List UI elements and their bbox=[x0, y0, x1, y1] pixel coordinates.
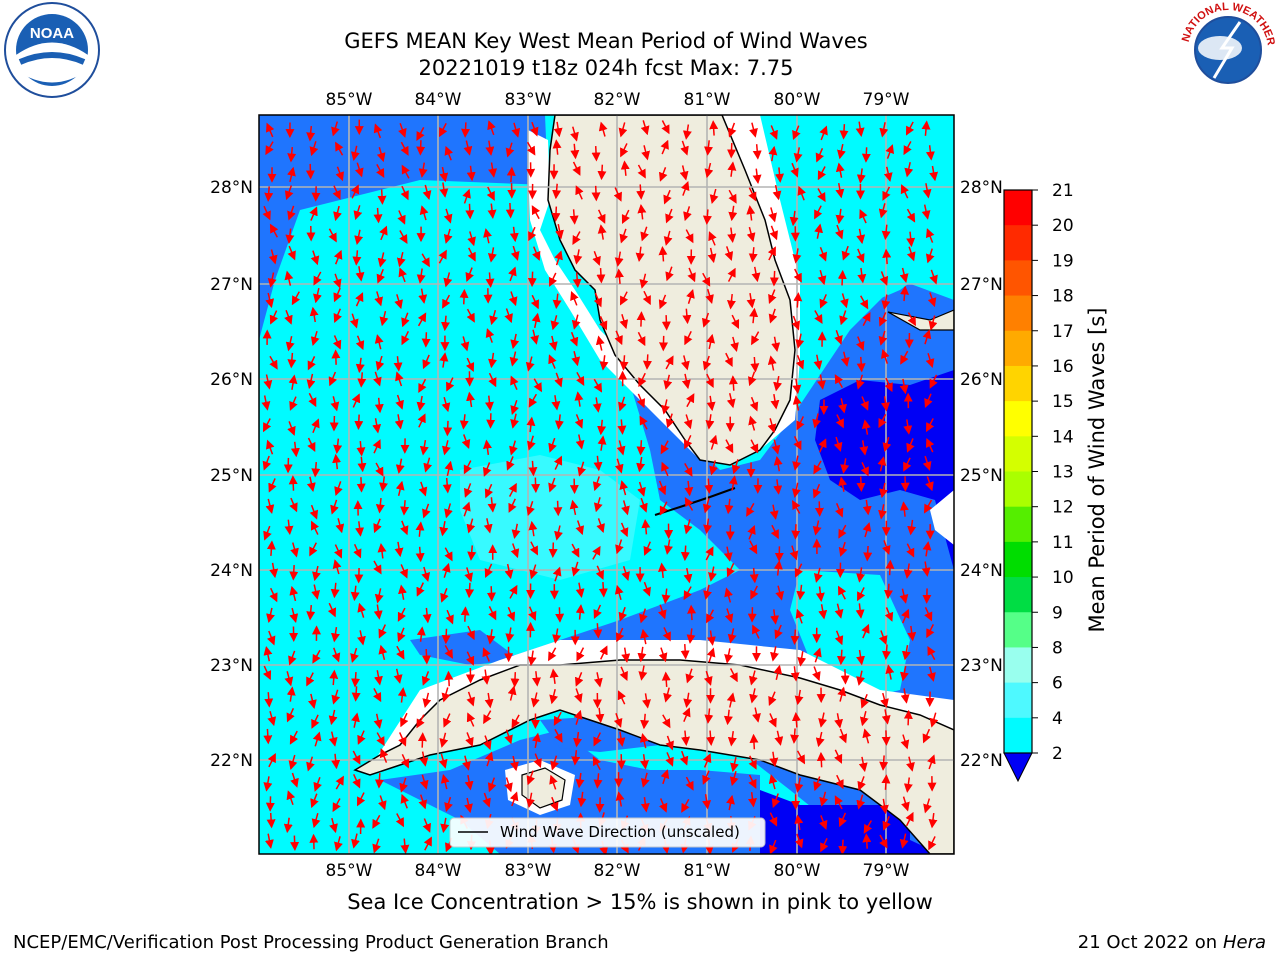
colorbar-swatch bbox=[1004, 542, 1032, 578]
footer-host: Hera bbox=[1223, 932, 1266, 953]
colorbar-swatch bbox=[1004, 331, 1032, 367]
colorbar-tick-label: 13 bbox=[1052, 463, 1074, 483]
colorbar-tick-label: 9 bbox=[1052, 603, 1063, 623]
noaa-logo: NOAA bbox=[5, 3, 99, 97]
colorbar-tick-label: 14 bbox=[1052, 427, 1074, 447]
colorbar-extend-arrow bbox=[1004, 753, 1032, 781]
lon-label-bottom: 84°W bbox=[415, 861, 462, 881]
lat-label-left: 26°N bbox=[210, 370, 253, 390]
lat-label-right: 27°N bbox=[960, 275, 1003, 295]
lat-label-left: 22°N bbox=[210, 751, 253, 771]
colorbar-tick-label: 17 bbox=[1052, 322, 1074, 342]
colorbar-tick-label: 10 bbox=[1052, 568, 1074, 588]
colorbar-tick-label: 6 bbox=[1052, 674, 1063, 694]
colorbar-swatch bbox=[1004, 401, 1032, 437]
lat-label-right: 24°N bbox=[960, 561, 1003, 581]
colorbar-swatch bbox=[1004, 225, 1032, 261]
colorbar-tick-label: 18 bbox=[1052, 287, 1074, 307]
colorbar-swatch bbox=[1004, 718, 1032, 754]
nws-logo: NATIONAL WEATHER SERVICE bbox=[0, 0, 1277, 97]
colorbar-swatch bbox=[1004, 577, 1032, 613]
lon-label-bottom: 85°W bbox=[326, 861, 373, 881]
colorbar-swatch bbox=[1004, 683, 1032, 719]
colorbar-tick-label: 19 bbox=[1052, 251, 1074, 271]
lon-label-bottom: 79°W bbox=[863, 861, 910, 881]
lon-label-bottom: 81°W bbox=[684, 861, 731, 881]
lat-label-right: 23°N bbox=[960, 656, 1003, 676]
footer-date: 21 Oct 2022 on Hera bbox=[1078, 932, 1266, 953]
colorbar-swatch bbox=[1004, 436, 1032, 472]
footer-branch: NCEP/EMC/Verification Post Processing Pr… bbox=[13, 932, 609, 953]
nws-logo-text: NATIONAL WEATHER SERVICE bbox=[0, 0, 1277, 49]
colorbar-tick-label: 16 bbox=[1052, 357, 1074, 377]
colorbar-tick-label: 21 bbox=[1052, 181, 1074, 201]
sea-ice-caption: Sea Ice Concentration > 15% is shown in … bbox=[0, 890, 1280, 914]
colorbar: 21 20 19 18 17 16 15 14 13 12 11 10 9 8 6 4 2 bbox=[1004, 181, 1074, 781]
noaa-logo-text: NOAA bbox=[30, 25, 74, 42]
lon-label-bottom: 83°W bbox=[505, 861, 552, 881]
lon-label-top: 84°W bbox=[415, 90, 462, 110]
lat-label-left: 27°N bbox=[210, 275, 253, 295]
colorbar-title: Mean Period of Wind Waves [s] bbox=[1085, 308, 1109, 633]
lat-label-right: 25°N bbox=[960, 466, 1003, 486]
lon-label-bottom: 80°W bbox=[774, 861, 821, 881]
lon-label-bottom: 82°W bbox=[594, 861, 641, 881]
colorbar-swatch bbox=[1004, 612, 1032, 648]
lat-label-left: 25°N bbox=[210, 466, 253, 486]
lon-label-top: 83°W bbox=[505, 90, 552, 110]
colorbar-tick-label: 11 bbox=[1052, 533, 1074, 553]
colorbar-tick-label: 12 bbox=[1052, 498, 1074, 518]
map-legend: Wind Wave Direction (unscaled) bbox=[450, 818, 765, 847]
lat-label-right: 28°N bbox=[960, 178, 1003, 198]
lon-label-top: 81°W bbox=[684, 90, 731, 110]
colorbar-tick-label: 15 bbox=[1052, 392, 1074, 412]
lon-label-top: 79°W bbox=[863, 90, 910, 110]
colorbar-swatch bbox=[1004, 366, 1032, 402]
lon-label-top: 85°W bbox=[326, 90, 373, 110]
lon-label-top: 82°W bbox=[594, 90, 641, 110]
colorbar-tick-label: 4 bbox=[1052, 709, 1063, 729]
colorbar-swatch bbox=[1004, 190, 1032, 226]
lat-label-left: 28°N bbox=[210, 178, 253, 198]
lat-label-left: 24°N bbox=[210, 561, 253, 581]
colorbar-swatch bbox=[1004, 507, 1032, 543]
colorbar-swatch bbox=[1004, 296, 1032, 332]
colorbar-tick-label: 8 bbox=[1052, 638, 1063, 658]
colorbar-tick-label: 2 bbox=[1052, 744, 1063, 764]
lat-label-right: 22°N bbox=[960, 751, 1003, 771]
colorbar-swatch bbox=[1004, 647, 1032, 683]
lat-label-left: 23°N bbox=[210, 656, 253, 676]
map-legend-label: Wind Wave Direction (unscaled) bbox=[500, 823, 740, 841]
colorbar-swatch bbox=[1004, 260, 1032, 296]
colorbar-tick-label: 20 bbox=[1052, 216, 1074, 236]
footer-date-text: 21 Oct 2022 on bbox=[1078, 932, 1217, 953]
colorbar-swatch bbox=[1004, 472, 1032, 508]
lat-label-right: 26°N bbox=[960, 370, 1003, 390]
lon-label-top: 80°W bbox=[774, 90, 821, 110]
